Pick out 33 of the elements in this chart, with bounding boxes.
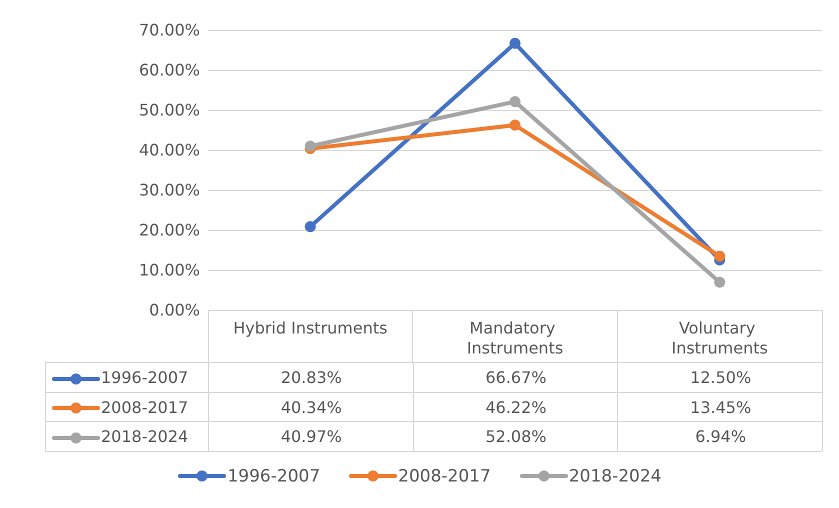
text: 1996-2007: [227, 466, 320, 486]
data-label: 52.08%: [412, 422, 618, 451]
y-tick-label: 40.00%: [138, 140, 200, 160]
x-tick-label: Voluntary Instruments: [671, 318, 768, 358]
x-tick-label: Hybrid Instruments: [233, 318, 388, 338]
data-label: 6.94%: [617, 422, 823, 451]
point: [714, 250, 726, 262]
data-label: 40.34%: [208, 392, 414, 422]
point: [304, 140, 316, 152]
data-label: 66.67%: [412, 363, 618, 392]
legend-label: 2008-2017: [101, 398, 188, 416]
point: [510, 120, 520, 131]
y-tick-label: 60.00%: [138, 60, 200, 80]
point: [304, 221, 316, 232]
y-tick-label: 20.00%: [138, 220, 200, 240]
data-label: 20.83%: [208, 363, 414, 392]
data-label: 46.22%: [412, 392, 618, 422]
point: [510, 96, 520, 108]
point: [510, 38, 520, 49]
y-tick-label: 30.00%: [138, 180, 200, 200]
y-tick-label: 0.00%: [149, 300, 200, 320]
y-tick-label: 70.00%: [138, 20, 200, 40]
legend-label: 1996-2007: [101, 368, 188, 387]
x-tick-label: Mandatory Instruments: [466, 318, 564, 358]
legend-label: 2018-2024: [568, 466, 662, 486]
point: [714, 276, 726, 288]
y-tick-label: 50.00%: [138, 100, 200, 120]
text: 2018-2024: [101, 427, 188, 446]
y-tick-label: 10.00%: [138, 260, 200, 280]
text: 2008-2017: [398, 466, 491, 486]
data-label: 13.45%: [617, 392, 823, 422]
data-label: 12.50%: [617, 363, 823, 392]
data-label: 40.97%: [208, 422, 414, 451]
